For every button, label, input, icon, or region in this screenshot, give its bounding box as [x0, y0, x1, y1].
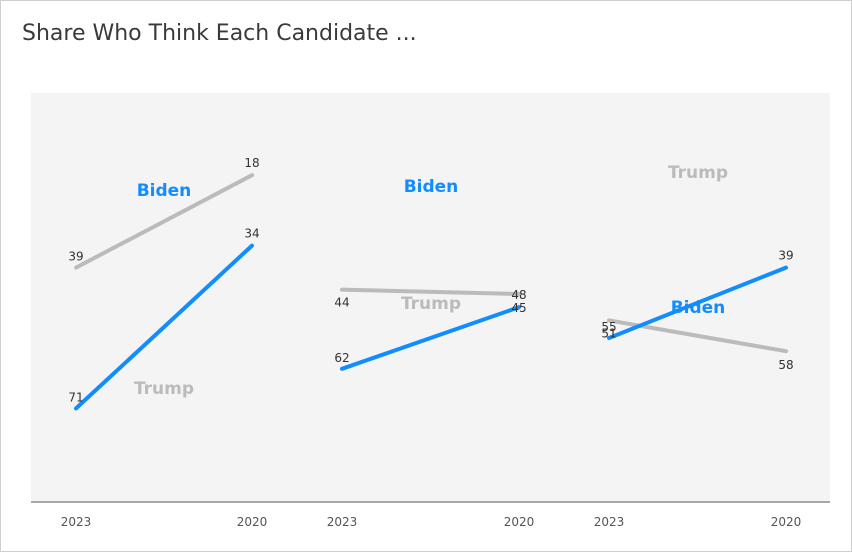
biden-value-label: 39 — [778, 249, 793, 263]
panels: 71 34 39 18 Biden Trump 2023 2020 62 48 44 45 Biden T… — [61, 156, 802, 529]
biden-value-label: 55 — [601, 320, 616, 334]
trump-value-label: 45 — [511, 301, 526, 315]
trump-line-panel-1 — [74, 173, 254, 270]
biden-line-panel-2 — [340, 305, 521, 371]
biden-value-label: 48 — [511, 288, 526, 302]
x-tick-label: 2023 — [327, 515, 358, 529]
trump-value-label: 44 — [334, 296, 349, 310]
panel-1: 71 34 39 18 Biden Trump 2023 2020 — [61, 156, 268, 529]
chart-title: Share Who Think Each Candidate ... — [22, 21, 417, 46]
trump-value-label: 18 — [244, 156, 259, 170]
biden-value-label: 34 — [244, 227, 259, 241]
biden-series-label: Biden — [671, 298, 726, 318]
biden-line-panel-1 — [74, 243, 254, 411]
panel-3: 55 39 51 58 Biden Trump 2023 2020 — [594, 163, 802, 529]
trump-series-label: Trump — [668, 163, 728, 183]
biden-line-panel-3 — [607, 265, 788, 340]
x-tick-label: 2023 — [61, 515, 92, 529]
trump-line-panel-2 — [340, 287, 521, 296]
trump-series-label: Trump — [134, 379, 194, 399]
plot-background — [31, 93, 830, 502]
biden-series-label: Biden — [137, 181, 192, 201]
x-tick-label: 2020 — [771, 515, 802, 529]
biden-series-label: Biden — [404, 177, 459, 197]
trump-value-label: 39 — [68, 250, 83, 264]
x-tick-label: 2020 — [504, 515, 535, 529]
x-tick-label: 2023 — [594, 515, 625, 529]
trump-value-label: 51 — [601, 326, 616, 340]
trump-series-label: Trump — [401, 294, 461, 314]
biden-value-label: 62 — [334, 351, 349, 365]
trump-value-label: 58 — [778, 358, 793, 372]
x-tick-label: 2020 — [237, 515, 268, 529]
biden-value-label: 71 — [68, 390, 83, 404]
panel-2: 62 48 44 45 Biden Trump 2023 2020 — [327, 177, 535, 529]
